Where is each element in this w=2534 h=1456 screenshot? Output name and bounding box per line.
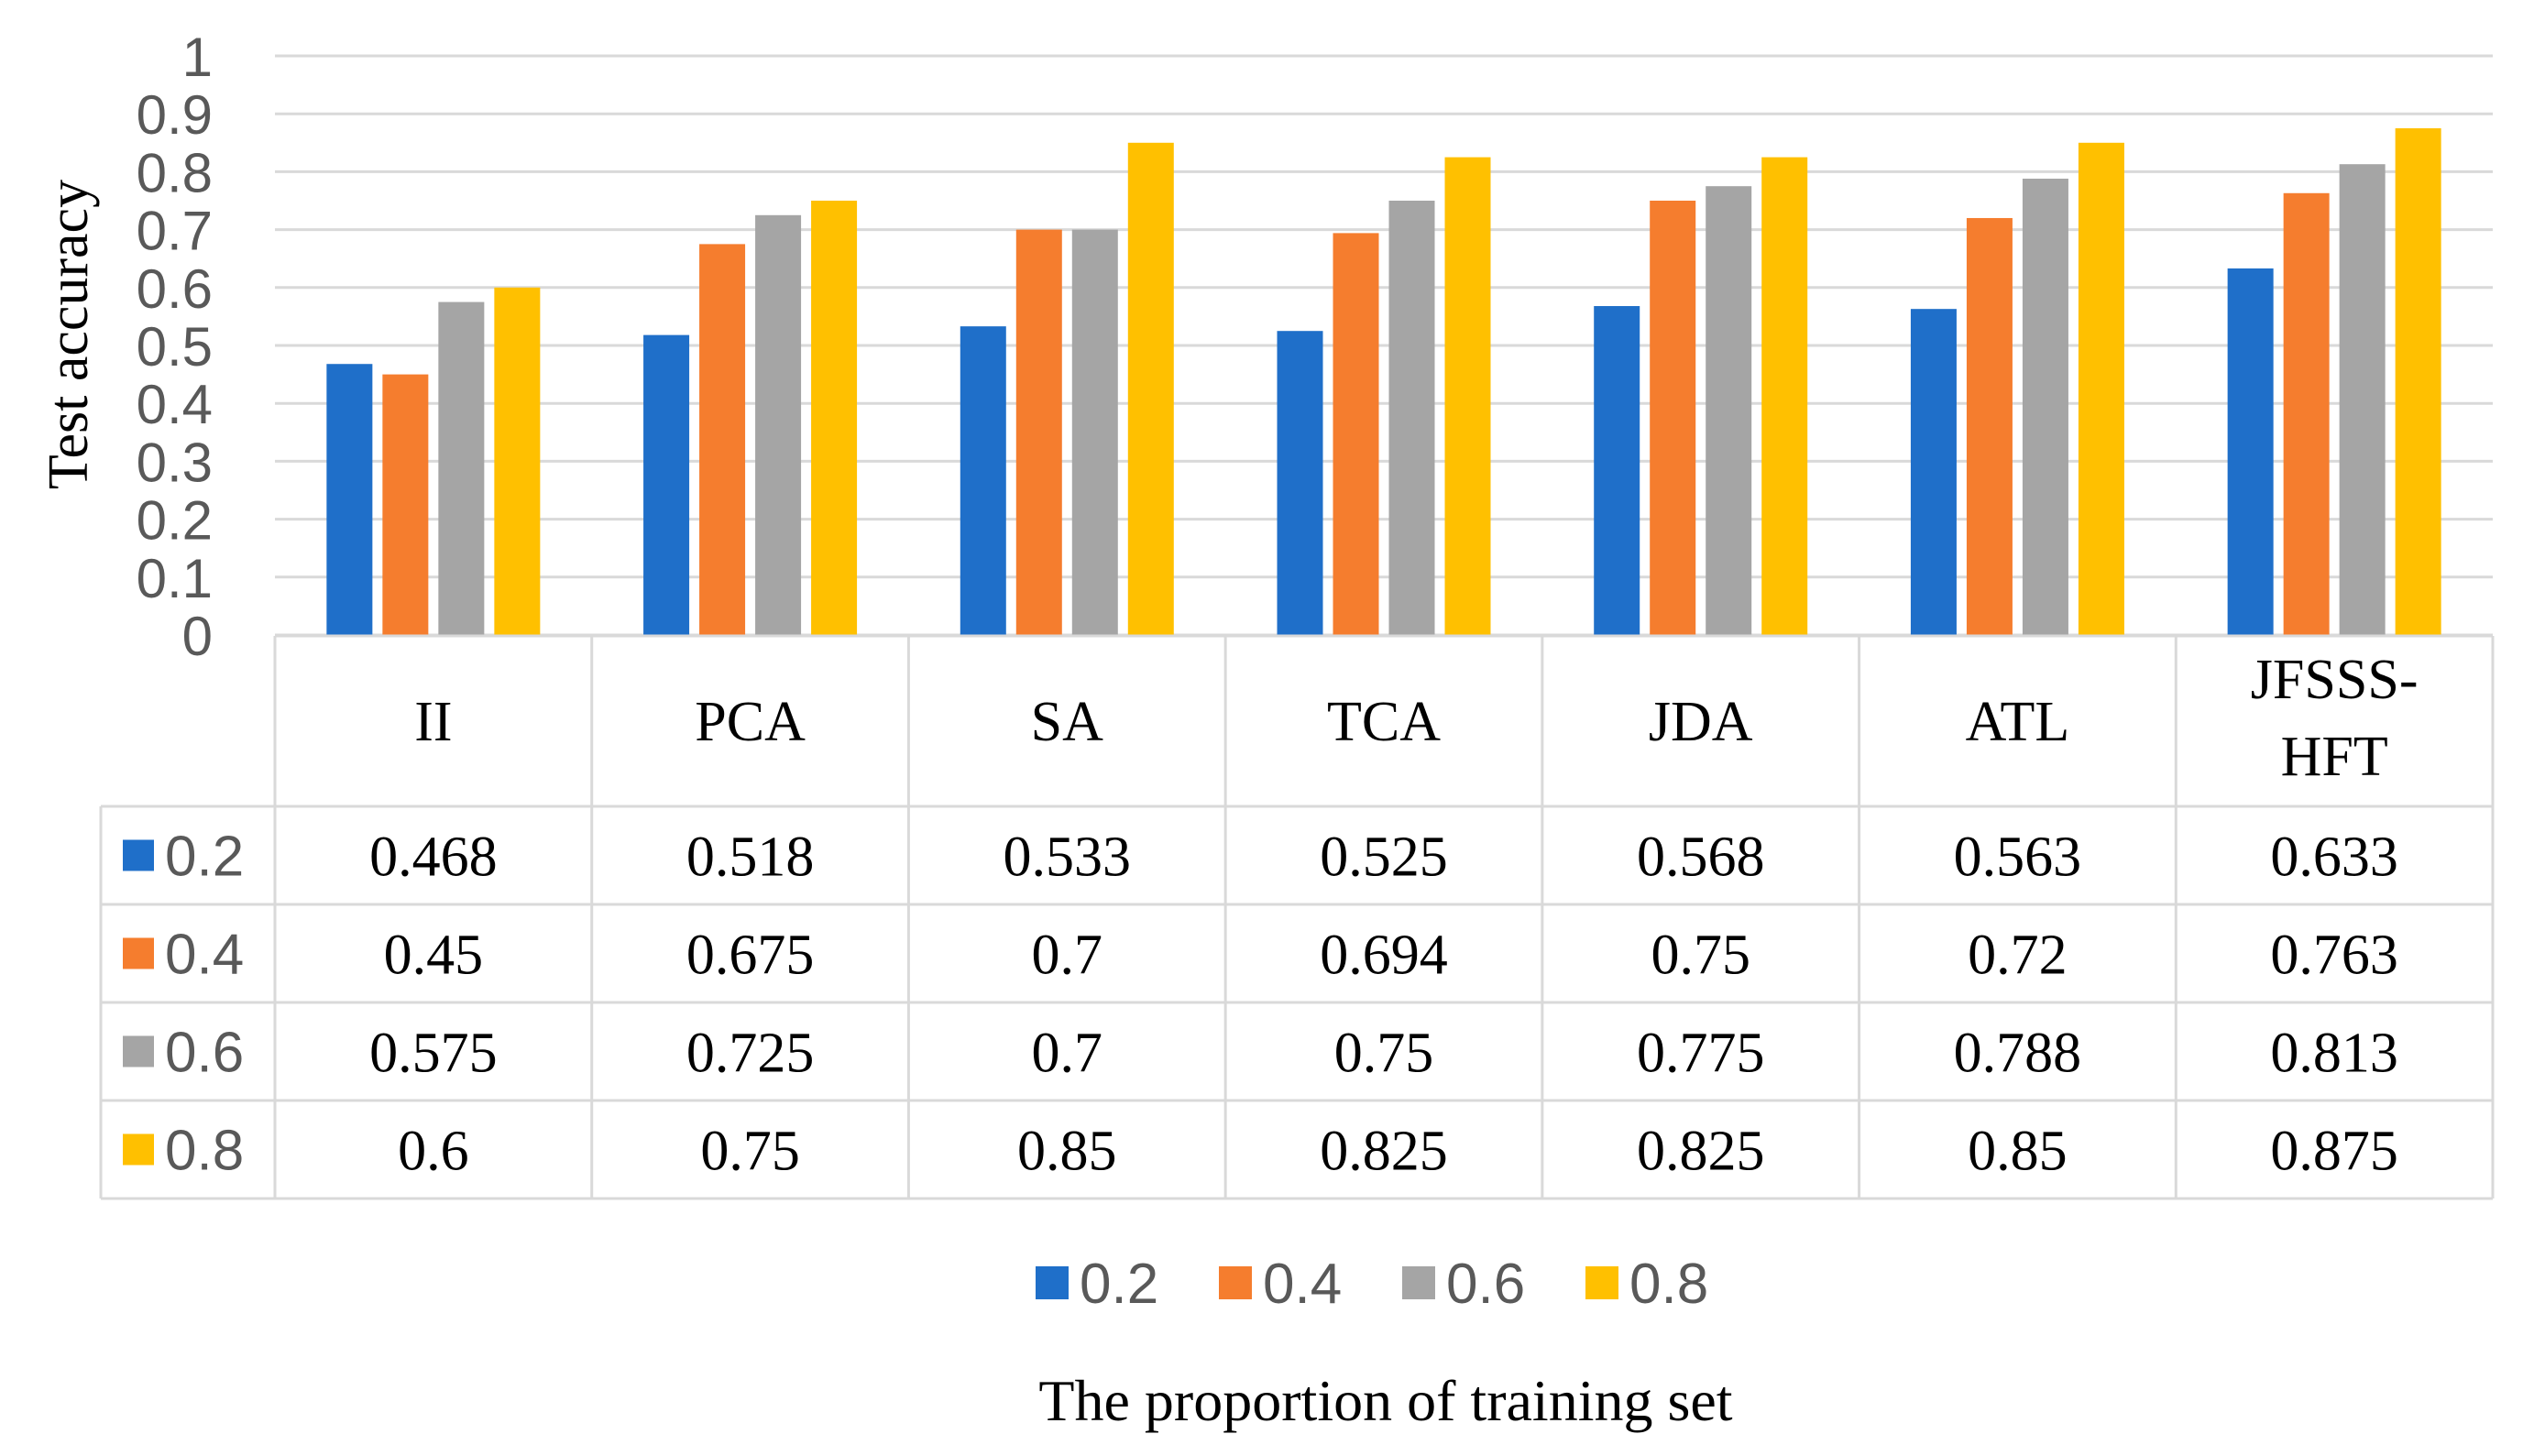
bar	[1444, 157, 1491, 636]
category-label: JFSSS-HFT	[2251, 649, 2419, 788]
bar	[2339, 164, 2386, 635]
data-label: 0.7	[1032, 1023, 1103, 1085]
data-label: 0.85	[1968, 1121, 2068, 1183]
data-label: 0.525	[1320, 827, 1448, 889]
table-series-label: 0.6	[165, 1022, 244, 1085]
x-axis-label: The proportion of training set	[1038, 1368, 1732, 1433]
data-label: 0.468	[369, 827, 498, 889]
table-series-label: 0.4	[165, 924, 244, 987]
legend-swatch	[1036, 1266, 1069, 1299]
table-legend-key	[123, 937, 154, 969]
bar	[811, 201, 858, 635]
data-label: 0.7	[1032, 925, 1103, 987]
y-tick-label: 0.3	[137, 432, 213, 493]
category-label: PCA	[695, 691, 806, 753]
y-tick-label: 0.4	[137, 374, 213, 435]
table-legend-key	[123, 839, 154, 871]
bar	[438, 301, 485, 635]
category-label: TCA	[1327, 691, 1441, 753]
data-label: 0.575	[369, 1023, 498, 1085]
category-label: SA	[1031, 691, 1103, 753]
table-legend-key	[123, 1133, 154, 1166]
data-label: 0.825	[1637, 1121, 1765, 1183]
data-label: 0.725	[686, 1023, 815, 1085]
data-label: 0.675	[686, 925, 815, 987]
bar	[2395, 128, 2441, 635]
gridlines	[275, 54, 2493, 637]
bar	[2283, 192, 2330, 635]
bar	[1594, 306, 1640, 635]
legend-label: 0.2	[1080, 1253, 1158, 1316]
bar	[960, 326, 1006, 635]
y-tick-label: 0.5	[137, 316, 213, 378]
data-label: 0.72	[1968, 925, 2068, 987]
category-label: II	[414, 691, 452, 753]
y-tick-label: 0.9	[137, 84, 213, 146]
y-tick-label: 0	[182, 606, 213, 667]
bar	[755, 214, 802, 636]
data-label: 0.518	[686, 827, 815, 889]
bar	[1127, 142, 1174, 636]
table-legend-key	[123, 1035, 154, 1067]
y-tick-label: 0.8	[137, 142, 213, 203]
data-label: 0.875	[2270, 1121, 2398, 1183]
bars	[326, 128, 2441, 636]
data-label: 0.45	[384, 925, 484, 987]
y-tick-label: 0.1	[137, 548, 213, 609]
legend-label: 0.8	[1629, 1253, 1708, 1316]
category-label: JDA	[1649, 691, 1753, 753]
bar	[1388, 201, 1435, 635]
data-label: 0.633	[2270, 827, 2398, 889]
y-tick-label: 0.7	[137, 201, 213, 262]
bar	[1015, 229, 1062, 635]
legend-swatch	[1402, 1266, 1435, 1299]
bar	[699, 244, 746, 635]
bar	[1761, 157, 1808, 636]
data-label: 0.75	[1651, 925, 1750, 987]
data-table: II PCA SA TCA JDA ATL JFSSS-HFT 0.2 0.468 0.518 0.…	[99, 634, 2495, 1200]
data-label: 0.825	[1320, 1121, 1448, 1183]
y-axis-label: Test accuracy	[38, 180, 100, 489]
bar	[494, 287, 541, 635]
data-label: 0.568	[1637, 827, 1765, 889]
legend-swatch	[1219, 1266, 1252, 1299]
data-label: 0.75	[700, 1121, 800, 1183]
bar	[2227, 268, 2274, 635]
data-label: 0.85	[1017, 1121, 1117, 1183]
bar	[1706, 186, 1752, 635]
data-label: 0.563	[1954, 827, 2082, 889]
y-tick-label: 1	[182, 27, 213, 88]
data-label: 0.763	[2270, 925, 2398, 987]
bar	[1650, 201, 1696, 635]
data-label: 0.788	[1954, 1023, 2082, 1085]
legend-swatch	[1585, 1266, 1618, 1299]
data-label: 0.694	[1320, 925, 1448, 987]
bar	[1071, 229, 1118, 635]
bar	[382, 374, 429, 635]
data-label: 0.6	[398, 1121, 469, 1183]
table-series-label: 0.8	[165, 1120, 244, 1183]
bar	[643, 334, 690, 635]
y-tick-label: 0.2	[137, 490, 213, 552]
legend-label: 0.4	[1263, 1253, 1342, 1316]
data-label: 0.533	[1004, 827, 1132, 889]
bar	[326, 364, 373, 635]
category-label: ATL	[1966, 691, 2070, 753]
bar	[1910, 309, 1957, 635]
legend-label: 0.6	[1446, 1253, 1525, 1316]
table-series-label: 0.2	[165, 826, 244, 889]
data-label: 0.813	[2270, 1023, 2398, 1085]
y-axis-ticks: 00.10.20.30.40.50.60.70.80.91	[137, 27, 213, 667]
legend: 0.2 0.4 0.6 0.8	[1036, 1253, 1708, 1316]
bar	[2078, 142, 2124, 636]
data-label: 0.75	[1334, 1023, 1434, 1085]
bar	[1277, 331, 1323, 635]
data-label: 0.775	[1637, 1023, 1765, 1085]
bar	[1333, 233, 1379, 635]
y-tick-label: 0.6	[137, 258, 213, 320]
bar	[1966, 217, 2013, 635]
bar	[2022, 178, 2068, 635]
